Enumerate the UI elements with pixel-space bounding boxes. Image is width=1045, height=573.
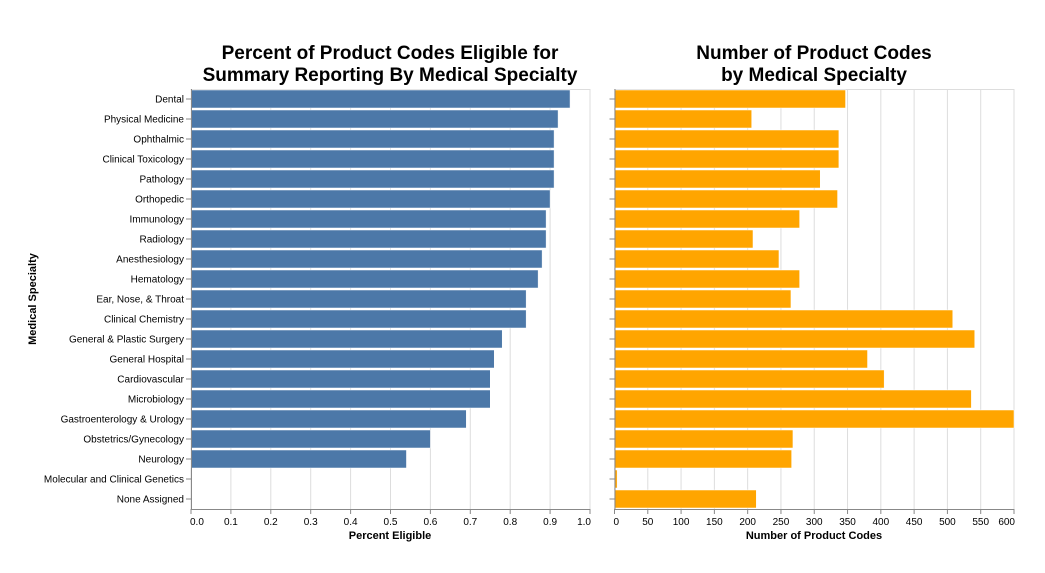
right-x-tick-label: 550 [972, 517, 989, 528]
y-tick-label: Gastroenterology & Urology [61, 415, 184, 426]
left-bar-gastroenterology-urology[interactable] [190, 409, 467, 429]
left-x-tick-label: 0.1 [224, 517, 238, 528]
right-chart-title-line-1: Number of Product Codes [696, 43, 931, 64]
left-bar-clinical-toxicology[interactable] [190, 149, 555, 169]
y-tick-label: Microbiology [128, 395, 184, 406]
right-bar-anesthesiology[interactable] [614, 249, 780, 269]
y-tick-label: Radiology [140, 235, 184, 246]
left-x-tick-label: 0.0 [190, 517, 204, 528]
left-bar-anesthesiology[interactable] [190, 249, 543, 269]
left-bar-ear-nose-throat[interactable] [190, 289, 527, 309]
left-x-tick-label: 0.7 [463, 517, 477, 528]
right-x-tick-label: 0 [614, 517, 620, 528]
right-bar-general-hospital[interactable] [614, 349, 868, 369]
y-tick-label: Orthopedic [135, 195, 184, 206]
right-bar-hematology[interactable] [614, 269, 800, 289]
y-tick-label: Anesthesiology [116, 255, 184, 266]
right-x-tick-label: 500 [939, 517, 956, 528]
y-tick-label: Ophthalmic [133, 135, 184, 146]
right-bar-immunology[interactable] [614, 209, 800, 229]
left-bar-obstetrics-gynecology[interactable] [190, 429, 431, 449]
product-codes-count-chart: Number of Product Codes by Medical Speci… [609, 43, 1015, 542]
left-bar-ophthalmic[interactable] [190, 129, 555, 149]
y-tick-label: Clinical Toxicology [102, 155, 184, 166]
right-bar-pathology[interactable] [614, 169, 821, 189]
right-bar-ophthalmic[interactable] [614, 129, 840, 149]
left-bar-general-plastic-surgery[interactable] [190, 329, 503, 349]
left-x-tick-label: 0.2 [264, 517, 278, 528]
right-bar-general-plastic-surgery[interactable] [614, 329, 975, 349]
right-chart-title-line-2: by Medical Specialty [721, 65, 907, 86]
left-bar-neurology[interactable] [190, 449, 407, 469]
y-tick-label: Ear, Nose, & Throat [96, 295, 184, 306]
y-tick-label: Neurology [138, 455, 184, 466]
right-x-tick-label: 600 [998, 517, 1015, 528]
left-bar-immunology[interactable] [190, 209, 547, 229]
left-bar-pathology[interactable] [190, 169, 555, 189]
right-bar-dental[interactable] [614, 89, 846, 109]
left-bar-radiology[interactable] [190, 229, 547, 249]
left-x-tick-label: 0.8 [503, 517, 517, 528]
right-bar-ear-nose-throat[interactable] [614, 289, 792, 309]
y-tick-label: Hematology [131, 275, 184, 286]
y-axis-title: Medical Specialty [27, 252, 39, 345]
y-tick-label: Dental [155, 95, 184, 106]
right-x-tick-label: 300 [806, 517, 823, 528]
right-x-tick-label: 450 [906, 517, 923, 528]
y-tick-label: Pathology [140, 175, 184, 186]
percent-eligible-chart: Percent of Product Codes Eligible for Su… [27, 43, 591, 542]
right-bar-none-assigned[interactable] [614, 489, 757, 509]
y-tick-label: Immunology [130, 215, 184, 226]
y-tick-label: Obstetrics/Gynecology [83, 435, 184, 446]
y-tick-label: None Assigned [117, 495, 184, 506]
left-bar-general-hospital[interactable] [190, 349, 495, 369]
right-bar-clinical-chemistry[interactable] [614, 309, 953, 329]
y-tick-label: Physical Medicine [104, 115, 184, 126]
left-x-tick-label: 0.6 [423, 517, 437, 528]
left-x-tick-label: 0.3 [304, 517, 318, 528]
right-bar-neurology[interactable] [614, 449, 792, 469]
right-x-tick-label: 200 [739, 517, 756, 528]
y-tick-label: General Hospital [110, 355, 184, 366]
y-tick-label: Cardiovascular [117, 375, 184, 386]
y-tick-label: General & Plastic Surgery [69, 335, 184, 346]
left-x-tick-label: 0.9 [543, 517, 557, 528]
right-bar-microbiology[interactable] [614, 389, 972, 409]
left-chart-title-line-2: Summary Reporting By Medical Specialty [203, 65, 578, 86]
right-x-tick-label: 400 [872, 517, 889, 528]
y-tick-label: Clinical Chemistry [104, 315, 184, 326]
right-bar-physical-medicine[interactable] [614, 109, 752, 129]
right-x-tick-label: 150 [706, 517, 723, 528]
left-x-axis-title: Percent Eligible [349, 530, 432, 542]
right-bar-cardiovascular[interactable] [614, 369, 885, 389]
right-bar-radiology[interactable] [614, 229, 754, 249]
left-bar-microbiology[interactable] [190, 389, 491, 409]
right-x-axis-title: Number of Product Codes [746, 530, 882, 542]
left-x-tick-label: 1.0 [577, 517, 591, 528]
y-tick-label: Molecular and Clinical Genetics [44, 475, 184, 486]
left-bar-dental[interactable] [190, 89, 571, 109]
left-bar-cardiovascular[interactable] [190, 369, 491, 389]
right-x-tick-label: 100 [673, 517, 690, 528]
right-bar-obstetrics-gynecology[interactable] [614, 429, 794, 449]
left-bar-orthopedic[interactable] [190, 189, 551, 209]
left-x-tick-label: 0.4 [344, 517, 358, 528]
right-bar-clinical-toxicology[interactable] [614, 149, 840, 169]
left-chart-title-line-1: Percent of Product Codes Eligible for [222, 43, 559, 64]
right-x-tick-label: 50 [642, 517, 654, 528]
left-bar-hematology[interactable] [190, 269, 539, 289]
right-x-tick-label: 250 [773, 517, 790, 528]
left-x-tick-label: 0.5 [384, 517, 398, 528]
right-bar-gastroenterology-urology[interactable] [614, 409, 1015, 429]
left-bar-physical-medicine[interactable] [190, 109, 559, 129]
right-bar-orthopedic[interactable] [614, 189, 838, 209]
right-x-tick-label: 350 [839, 517, 856, 528]
left-bar-clinical-chemistry[interactable] [190, 309, 527, 329]
